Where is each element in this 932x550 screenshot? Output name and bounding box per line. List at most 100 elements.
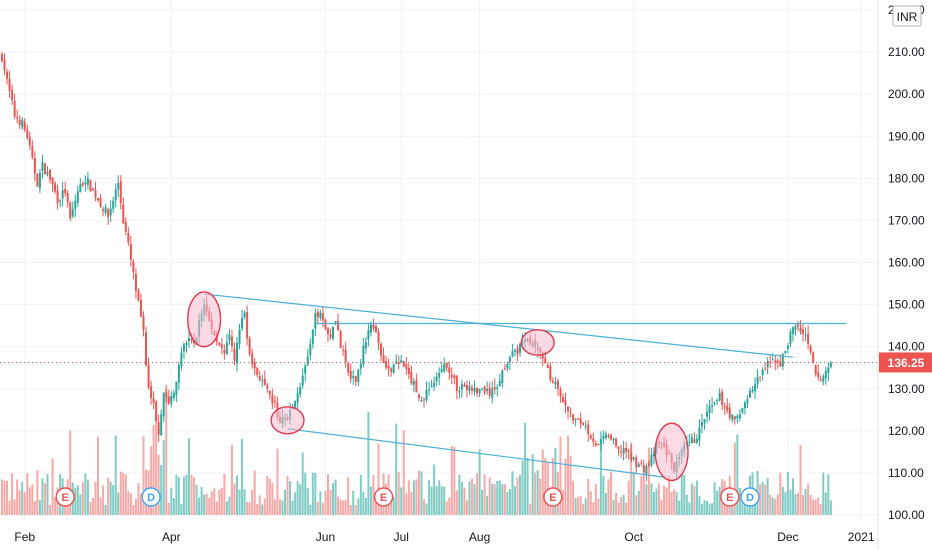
dividend-marker[interactable]: D — [740, 487, 760, 507]
candle-body — [26, 129, 29, 138]
volume-bar — [170, 487, 173, 515]
candle-body — [122, 204, 125, 224]
earnings-marker-circle[interactable] — [55, 487, 75, 507]
volume-bar — [278, 499, 281, 515]
candle-body — [501, 370, 504, 384]
candle-body — [817, 372, 820, 378]
candle-body — [377, 331, 380, 343]
earnings-marker[interactable]: E — [55, 487, 75, 507]
y-tick-label: 120.00 — [888, 424, 925, 438]
candle — [268, 389, 271, 400]
candle-body — [76, 191, 79, 203]
dividend-marker[interactable]: D — [141, 487, 161, 507]
dividend-marker-label: D — [746, 492, 754, 504]
earnings-marker-circle[interactable] — [373, 487, 394, 507]
price-axis[interactable]: 220.00210.00200.00190.00180.00170.00160.… — [877, 0, 925, 550]
candle-body — [496, 387, 499, 390]
volume-bar — [501, 484, 504, 515]
candle — [180, 347, 183, 371]
candle-body — [743, 402, 746, 409]
candle — [316, 308, 319, 323]
dividend-marker-circle[interactable] — [740, 487, 760, 507]
candle-body — [97, 197, 100, 201]
volume-bar — [771, 497, 774, 515]
candle — [150, 380, 153, 405]
volume-bar — [1, 479, 3, 515]
candle-body — [561, 397, 564, 402]
dividend-marker-circle[interactable] — [141, 487, 161, 507]
volume-bar — [43, 483, 46, 515]
earnings-marker[interactable]: E — [543, 487, 563, 507]
candle-body — [248, 338, 251, 355]
earnings-marker-circle[interactable] — [543, 487, 563, 507]
volume-bar — [157, 454, 160, 515]
candle — [731, 413, 734, 423]
candle — [187, 331, 190, 348]
candle — [407, 363, 410, 380]
volume-bar — [776, 494, 779, 515]
time-axis[interactable]: Feb Apr Jun Jul Aug Oct Dec 2021 — [14, 530, 874, 544]
candle-body — [152, 398, 155, 403]
volume-bar — [453, 447, 456, 515]
candle — [759, 376, 762, 382]
candle — [172, 389, 175, 401]
volume-bar — [395, 423, 398, 515]
candle-body — [230, 336, 233, 347]
candle-body — [296, 393, 299, 403]
candle — [508, 355, 511, 370]
earnings-marker[interactable]: E — [373, 487, 394, 507]
candle — [326, 326, 329, 343]
candle-body — [435, 376, 438, 382]
candle — [18, 115, 21, 130]
candle-body — [347, 363, 350, 373]
candle-body — [776, 360, 779, 363]
candle-body — [321, 313, 324, 321]
volume-bar — [632, 472, 635, 515]
volume-bar — [112, 485, 115, 515]
volume-bar — [49, 504, 52, 515]
candle — [817, 364, 820, 382]
candle — [311, 329, 314, 349]
earnings-marker[interactable]: E — [720, 487, 740, 507]
candle-body — [604, 433, 607, 438]
candle-body — [223, 349, 226, 354]
candle — [690, 433, 693, 444]
volume-bar — [332, 483, 335, 515]
volume-bar — [347, 477, 350, 515]
volume-bar — [243, 489, 246, 515]
candle — [420, 396, 423, 403]
candle-body — [11, 90, 14, 101]
volume-bar — [326, 473, 329, 515]
volume-bar — [94, 481, 97, 515]
candle — [337, 313, 340, 331]
volume-bar — [352, 490, 355, 515]
candle — [559, 386, 562, 403]
candle-body — [438, 373, 441, 378]
candle — [49, 168, 52, 184]
candle-body — [508, 357, 511, 363]
candle — [132, 258, 135, 280]
candle — [253, 357, 256, 376]
candle-body — [453, 375, 456, 379]
volume-bar — [420, 471, 423, 515]
candle-body — [572, 414, 575, 421]
candle — [296, 387, 299, 409]
candle-body — [301, 375, 304, 386]
y-tick-label: 200.00 — [888, 87, 925, 101]
candle-body — [238, 329, 241, 345]
candle — [400, 354, 403, 364]
candle-body — [385, 361, 388, 368]
last-price-value: 136.25 — [888, 356, 925, 370]
volume-bar — [233, 483, 236, 515]
candle — [476, 387, 479, 397]
volume-bar — [511, 471, 514, 515]
volume-bar — [38, 500, 41, 515]
candle — [554, 377, 557, 390]
candle — [627, 448, 630, 460]
candle-body — [587, 424, 590, 435]
earnings-marker-circle[interactable] — [720, 487, 740, 507]
volume-bar — [119, 471, 122, 515]
candle-body — [51, 177, 54, 185]
candle — [84, 175, 87, 192]
